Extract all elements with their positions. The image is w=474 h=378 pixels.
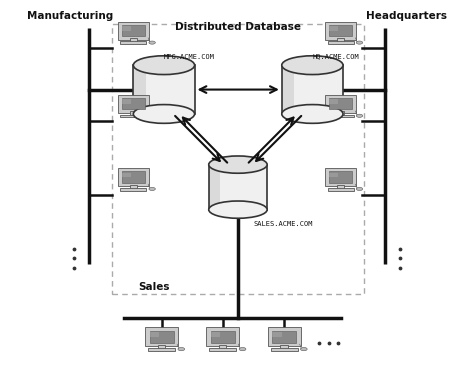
FancyBboxPatch shape <box>329 171 352 183</box>
Polygon shape <box>209 164 267 210</box>
Text: MFG.ACME.COM: MFG.ACME.COM <box>164 54 215 60</box>
FancyBboxPatch shape <box>120 188 146 191</box>
FancyBboxPatch shape <box>118 95 149 113</box>
FancyBboxPatch shape <box>122 98 145 110</box>
FancyBboxPatch shape <box>130 112 137 115</box>
FancyBboxPatch shape <box>272 332 282 337</box>
FancyBboxPatch shape <box>145 327 178 346</box>
Polygon shape <box>209 164 220 210</box>
Ellipse shape <box>149 41 155 44</box>
FancyBboxPatch shape <box>219 345 227 349</box>
Ellipse shape <box>239 347 246 351</box>
FancyBboxPatch shape <box>158 345 165 349</box>
FancyBboxPatch shape <box>281 345 288 349</box>
Text: Sales: Sales <box>138 282 170 292</box>
Polygon shape <box>133 65 195 114</box>
FancyBboxPatch shape <box>337 112 344 115</box>
Ellipse shape <box>178 347 185 351</box>
Text: Manufacturing: Manufacturing <box>27 11 114 21</box>
FancyBboxPatch shape <box>122 172 131 177</box>
FancyBboxPatch shape <box>130 184 137 189</box>
FancyBboxPatch shape <box>122 99 131 104</box>
Ellipse shape <box>356 41 363 44</box>
Ellipse shape <box>133 56 195 74</box>
FancyBboxPatch shape <box>325 168 356 186</box>
Polygon shape <box>133 65 146 114</box>
FancyBboxPatch shape <box>328 115 354 117</box>
FancyBboxPatch shape <box>148 348 175 351</box>
FancyBboxPatch shape <box>118 22 149 40</box>
Ellipse shape <box>282 56 343 74</box>
FancyBboxPatch shape <box>211 332 220 337</box>
Text: SALES.ACME.COM: SALES.ACME.COM <box>254 221 313 227</box>
FancyBboxPatch shape <box>268 327 301 346</box>
Text: Headquarters: Headquarters <box>366 11 447 21</box>
Text: Distributed Database: Distributed Database <box>175 22 301 32</box>
Ellipse shape <box>209 201 267 218</box>
FancyBboxPatch shape <box>337 184 344 189</box>
FancyBboxPatch shape <box>337 38 344 42</box>
FancyBboxPatch shape <box>329 25 352 36</box>
Ellipse shape <box>149 187 155 191</box>
Ellipse shape <box>149 114 155 117</box>
FancyBboxPatch shape <box>150 332 159 337</box>
FancyBboxPatch shape <box>118 168 149 186</box>
FancyBboxPatch shape <box>272 330 296 342</box>
FancyBboxPatch shape <box>211 330 235 342</box>
FancyBboxPatch shape <box>325 95 356 113</box>
FancyBboxPatch shape <box>329 98 352 110</box>
FancyBboxPatch shape <box>122 171 145 183</box>
FancyBboxPatch shape <box>328 188 354 191</box>
FancyBboxPatch shape <box>328 42 354 44</box>
FancyBboxPatch shape <box>120 115 146 117</box>
FancyBboxPatch shape <box>271 348 298 351</box>
FancyBboxPatch shape <box>122 25 145 36</box>
FancyBboxPatch shape <box>325 22 356 40</box>
Ellipse shape <box>209 156 267 173</box>
Polygon shape <box>282 65 343 114</box>
FancyBboxPatch shape <box>329 172 338 177</box>
FancyBboxPatch shape <box>206 327 239 346</box>
Ellipse shape <box>356 114 363 117</box>
Text: HQ.ACME.COM: HQ.ACME.COM <box>312 54 359 60</box>
FancyBboxPatch shape <box>122 26 131 31</box>
FancyBboxPatch shape <box>150 330 173 342</box>
Ellipse shape <box>282 105 343 123</box>
FancyBboxPatch shape <box>120 42 146 44</box>
Ellipse shape <box>133 105 195 123</box>
Ellipse shape <box>301 347 307 351</box>
FancyBboxPatch shape <box>329 26 338 31</box>
FancyBboxPatch shape <box>329 99 338 104</box>
FancyBboxPatch shape <box>210 348 237 351</box>
Polygon shape <box>282 65 294 114</box>
Ellipse shape <box>356 187 363 191</box>
FancyBboxPatch shape <box>130 38 137 42</box>
